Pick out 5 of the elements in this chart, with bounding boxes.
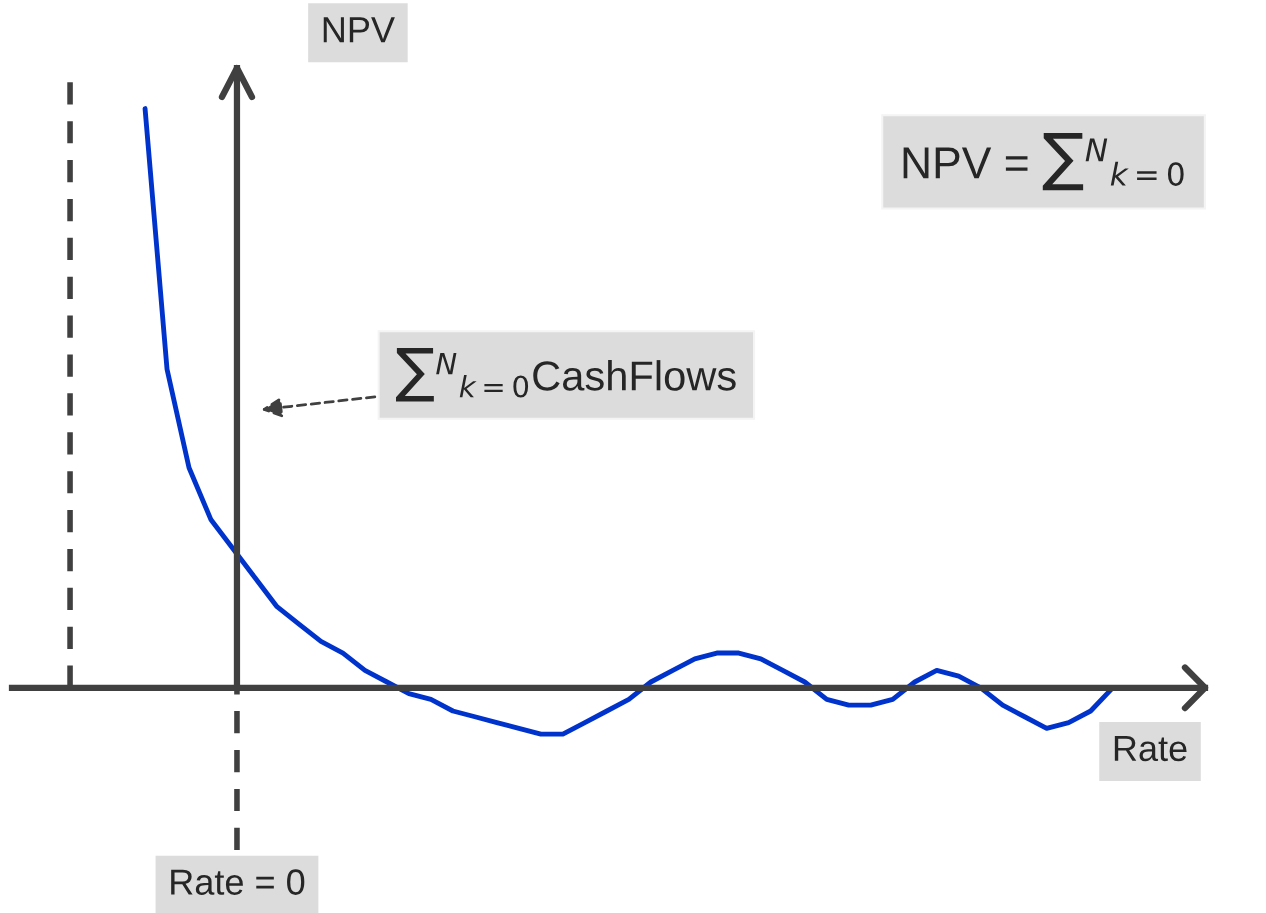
text: Rate = 0 <box>171 869 305 895</box>
annotation: NPV = ∑$^{N}$$_{k=0}$ <box>903 132 1184 191</box>
x-axis-title: Rate <box>1114 736 1187 762</box>
y-axis-title: NPV <box>323 17 395 43</box>
annotation: ∑$^{N}$$_{k=0}$CashFlows <box>396 347 736 402</box>
